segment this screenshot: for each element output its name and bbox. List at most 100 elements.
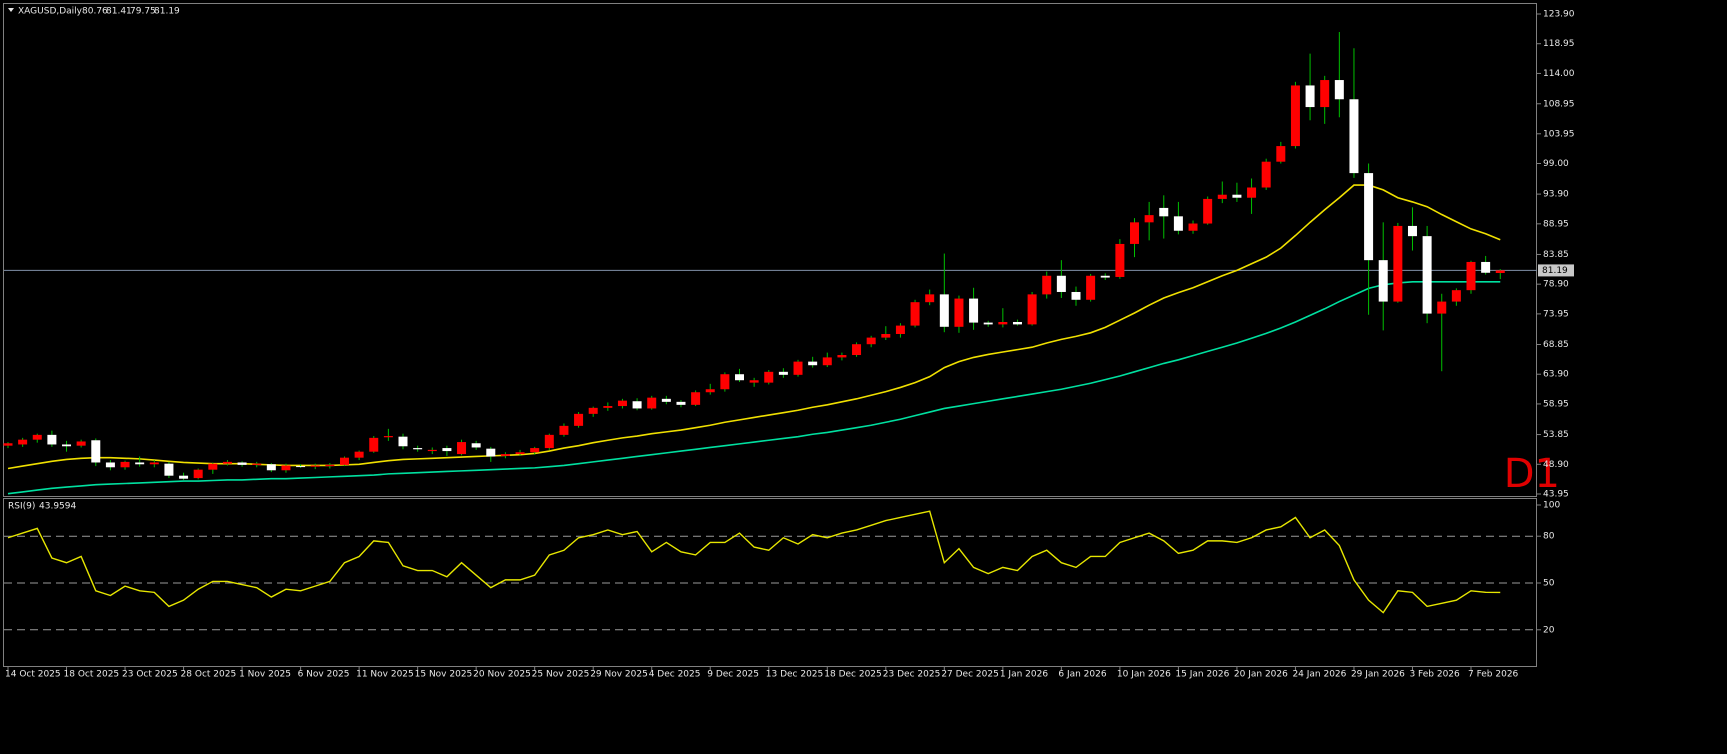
candle-body (1481, 261, 1491, 273)
candle-body (925, 294, 935, 303)
candle-body (939, 294, 949, 327)
candle-body (398, 436, 408, 447)
ohlc-open: 80.76 (82, 7, 108, 17)
y-tick-label: 43.95 (1543, 489, 1569, 499)
rsi-tick-label: 100 (1543, 501, 1560, 511)
y-tick-label: 99.00 (1543, 159, 1569, 169)
candle-body (120, 461, 130, 468)
candle-body (1407, 225, 1417, 237)
candle-body (1466, 261, 1476, 291)
candle-body (237, 462, 247, 465)
candle-body (866, 337, 876, 345)
ohlc-high: 81.41 (106, 7, 132, 17)
candle-body (983, 322, 993, 325)
candle-body (149, 462, 159, 465)
candle-body (1027, 294, 1037, 325)
y-tick-label: 103.95 (1543, 129, 1575, 139)
candle-body (647, 397, 657, 409)
candle-body (369, 437, 379, 452)
candle-body (778, 371, 788, 375)
y-tick-label: 114.00 (1543, 69, 1575, 79)
candle-body (1173, 216, 1183, 231)
candle-body (32, 434, 42, 440)
candle-body (1378, 260, 1388, 302)
rsi-line (7, 510, 1501, 614)
candle-body (1071, 291, 1081, 300)
x-tick-label: 20 Jan 2026 (1234, 670, 1288, 680)
candle-body (910, 302, 920, 326)
timeframe-label: D1 (1504, 451, 1560, 497)
candle-body (661, 398, 671, 402)
x-tick-label: 15 Nov 2025 (415, 670, 473, 680)
rsi-tick-label: 20 (1543, 625, 1555, 635)
candle-body (1100, 275, 1110, 278)
candle-body (310, 465, 320, 467)
symbol-title: XAGUSD,Daily (18, 7, 83, 17)
candle-body (1290, 85, 1300, 147)
candle-body (193, 469, 203, 479)
candle-body (808, 361, 818, 366)
candle-body (383, 436, 393, 438)
candle-body (1247, 187, 1257, 198)
candle-body (1217, 194, 1227, 199)
candle-body (1056, 275, 1066, 292)
candle-body (676, 401, 686, 405)
candle-body (1320, 80, 1330, 108)
x-tick-label: 29 Jan 2026 (1351, 670, 1405, 680)
candle-body (1159, 207, 1169, 217)
candle-body (1261, 161, 1271, 188)
candle-body (1042, 275, 1052, 295)
candle-body (266, 464, 276, 471)
candle-body (559, 425, 569, 435)
candle-body (1144, 215, 1154, 223)
candle-body (515, 452, 525, 455)
rsi-tick-label: 80 (1543, 532, 1555, 542)
candle-body (749, 380, 759, 383)
candle-body (47, 434, 57, 445)
y-tick-label: 58.95 (1543, 399, 1569, 409)
x-tick-label: 23 Dec 2025 (883, 670, 941, 680)
candle-body (617, 400, 627, 407)
x-tick-label: 23 Oct 2025 (122, 670, 178, 680)
candle-body (1130, 222, 1140, 244)
x-tick-label: 9 Dec 2025 (707, 670, 759, 680)
candle-body (413, 448, 423, 450)
candle-body (588, 407, 598, 414)
x-tick-label: 14 Oct 2025 (5, 670, 61, 680)
candle-body (632, 401, 642, 409)
x-tick-label: 18 Dec 2025 (824, 670, 882, 680)
x-tick-label: 4 Dec 2025 (649, 670, 701, 680)
y-tick-label: 48.90 (1543, 460, 1569, 470)
candle-body (1305, 85, 1315, 108)
y-tick-label: 73.95 (1543, 309, 1569, 319)
current-price-label: 81.19 (1542, 266, 1568, 276)
candle-body (1188, 223, 1198, 231)
candle-body (822, 357, 832, 366)
x-tick-label: 7 Feb 2026 (1468, 670, 1519, 680)
x-tick-label: 18 Oct 2025 (64, 670, 120, 680)
moving-average (7, 280, 1501, 495)
candle-body (76, 441, 86, 446)
candle-body (1115, 243, 1125, 277)
y-tick-label: 78.90 (1543, 280, 1569, 290)
candle-body (1086, 275, 1096, 300)
candle-body (62, 444, 72, 447)
x-tick-label: 10 Jan 2026 (1117, 670, 1171, 680)
current-price-box (1538, 264, 1574, 277)
ohlc-close: 81.19 (154, 7, 180, 17)
candle-body (530, 448, 540, 453)
candle-body (574, 413, 584, 426)
candle-body (500, 454, 510, 456)
menu-triangle (8, 8, 14, 12)
ohlc-low: 79.75 (130, 7, 156, 17)
candle-body (895, 325, 905, 334)
candle-body (691, 392, 701, 405)
y-tick-label: 118.95 (1543, 39, 1575, 49)
x-tick-label: 6 Nov 2025 (298, 670, 350, 680)
rsi-title: RSI(9) (8, 502, 35, 512)
x-tick-label: 13 Dec 2025 (766, 670, 824, 680)
candle-body (91, 440, 101, 463)
candle-body (793, 361, 803, 375)
